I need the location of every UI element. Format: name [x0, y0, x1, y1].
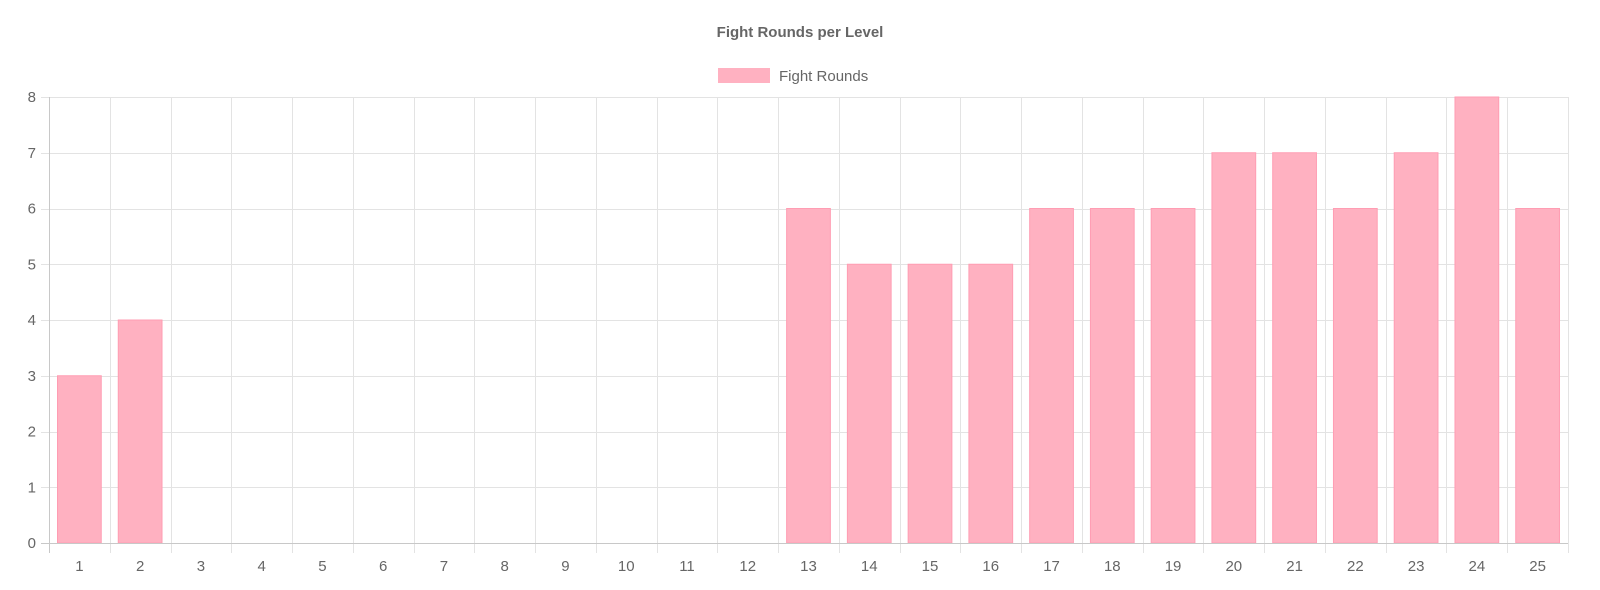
y-tick-label: 6 [28, 201, 36, 218]
bars [57, 96, 1560, 544]
x-tick-label: 20 [1225, 558, 1242, 575]
x-tick-label: 2 [136, 558, 144, 575]
y-tick-label: 4 [28, 312, 36, 329]
legend-swatch[interactable] [718, 68, 770, 83]
bar-level-24[interactable] [1454, 96, 1500, 544]
bar-level-16[interactable] [968, 263, 1014, 544]
bar-level-17[interactable] [1029, 208, 1074, 544]
x-tick-label: 22 [1347, 558, 1364, 575]
bar-level-19[interactable] [1150, 208, 1196, 544]
x-tick-label: 5 [318, 558, 326, 575]
y-tick-label: 7 [28, 145, 36, 162]
legend[interactable]: Fight Rounds [718, 68, 868, 85]
bar-level-15[interactable] [907, 263, 953, 544]
y-tick-label: 3 [28, 368, 36, 385]
bar-level-25[interactable] [1515, 208, 1560, 544]
x-tick-label: 8 [501, 558, 509, 575]
x-tick-label: 18 [1104, 558, 1121, 575]
x-tick-label: 16 [982, 558, 999, 575]
x-tick-label: 24 [1469, 558, 1486, 575]
x-tick-label: 25 [1529, 558, 1546, 575]
chart-title: Fight Rounds per Level [717, 24, 884, 41]
bar-level-14[interactable] [846, 263, 892, 544]
bar-level-13[interactable] [786, 208, 831, 544]
x-tick-label: 23 [1408, 558, 1425, 575]
x-tick-label: 17 [1043, 558, 1060, 575]
legend-label[interactable]: Fight Rounds [779, 68, 868, 85]
x-tick-label: 13 [800, 558, 817, 575]
y-tick-label: 8 [28, 89, 36, 106]
y-tick-label: 0 [28, 535, 36, 552]
axes [41, 97, 1568, 553]
x-tick-label: 1 [75, 558, 83, 575]
x-tick-label: 14 [861, 558, 878, 575]
x-tick-label: 9 [561, 558, 569, 575]
x-tick-label: 15 [922, 558, 939, 575]
y-tick-labels: 0 1 2 3 4 5 6 7 8 [28, 89, 36, 552]
x-tick-label: 6 [379, 558, 387, 575]
x-tick-label: 21 [1286, 558, 1303, 575]
y-tick-label: 5 [28, 256, 36, 273]
x-tick-label: 10 [618, 558, 635, 575]
bar-level-18[interactable] [1089, 208, 1135, 544]
x-tick-label: 11 [679, 558, 695, 575]
x-tick-labels: 1 2 3 4 5 6 7 8 9 10 11 12 13 14 15 16 17 18 19 20 21 22 23 24 2… [75, 558, 1546, 575]
bar-level-23[interactable] [1393, 152, 1439, 544]
x-tick-label: 4 [257, 558, 265, 575]
bar-level-1[interactable] [57, 375, 102, 544]
x-tick-label: 19 [1165, 558, 1182, 575]
y-tick-label: 2 [28, 424, 36, 441]
bar-level-21[interactable] [1272, 152, 1317, 544]
x-tick-label: 7 [440, 558, 448, 575]
y-tick-label: 1 [28, 479, 36, 496]
bar-level-20[interactable] [1211, 152, 1257, 544]
bar-level-2[interactable] [117, 319, 163, 544]
bar-level-22[interactable] [1332, 208, 1378, 544]
x-tick-label: 3 [197, 558, 205, 575]
x-tick-label: 12 [739, 558, 756, 575]
